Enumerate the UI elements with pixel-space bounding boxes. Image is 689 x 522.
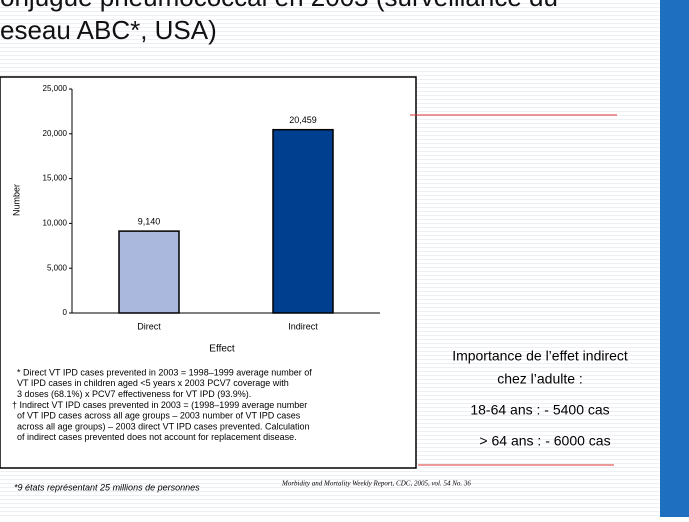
title: eseau ABC*, USA) <box>0 15 217 45</box>
side-band <box>660 0 689 517</box>
title: onjugué pneumococcal en 2003 (surveillan… <box>0 0 558 12</box>
x-axis-label: Effect <box>209 344 235 355</box>
bar <box>272 128 334 314</box>
footnote: of indirect cases prevented does not acc… <box>17 432 297 442</box>
citation: Morbidity and Mortality Weekly Report, C… <box>281 480 471 488</box>
note: *9 états représentant 25 millions de per… <box>14 482 200 492</box>
side-text: > 64 ans : - 6000 cas <box>479 433 610 449</box>
y-tick-label: 25,000 <box>43 84 68 93</box>
x-tick-label: Direct <box>137 321 161 331</box>
y-tick-label: 0 <box>63 308 68 317</box>
footnote: † Indirect VT IPD cases prevented in 200… <box>12 400 307 410</box>
y-tick-label: 5,000 <box>47 263 68 272</box>
x-tick-label: Indirect <box>288 321 318 331</box>
side-text: Importance de l’effet indirect <box>452 348 628 364</box>
data-label: 20,459 <box>289 115 317 125</box>
footnote: across all age groups) – 2003 direct VT … <box>17 421 310 431</box>
side-text: chez l’adulte : <box>497 371 583 387</box>
chart-frame <box>0 76 417 469</box>
footnote: 3 doses (68.1%) x PCV7 effectiveness for… <box>17 389 251 399</box>
bar <box>118 230 180 314</box>
side-text: 18-64 ans : - 5400 cas <box>470 402 609 418</box>
y-tick-label: 15,000 <box>43 174 68 183</box>
y-tick-label: 10,000 <box>43 219 68 228</box>
y-axis-label: Number <box>11 184 21 216</box>
y-tick-label: 20,000 <box>43 129 68 138</box>
footnote: * Direct VT IPD cases prevented in 2003 … <box>17 367 312 377</box>
footnote: of VT IPD cases across all age groups – … <box>17 411 301 421</box>
data-label: 9,140 <box>138 216 161 226</box>
footnote: VT IPD cases in children aged <5 years x… <box>17 378 289 388</box>
